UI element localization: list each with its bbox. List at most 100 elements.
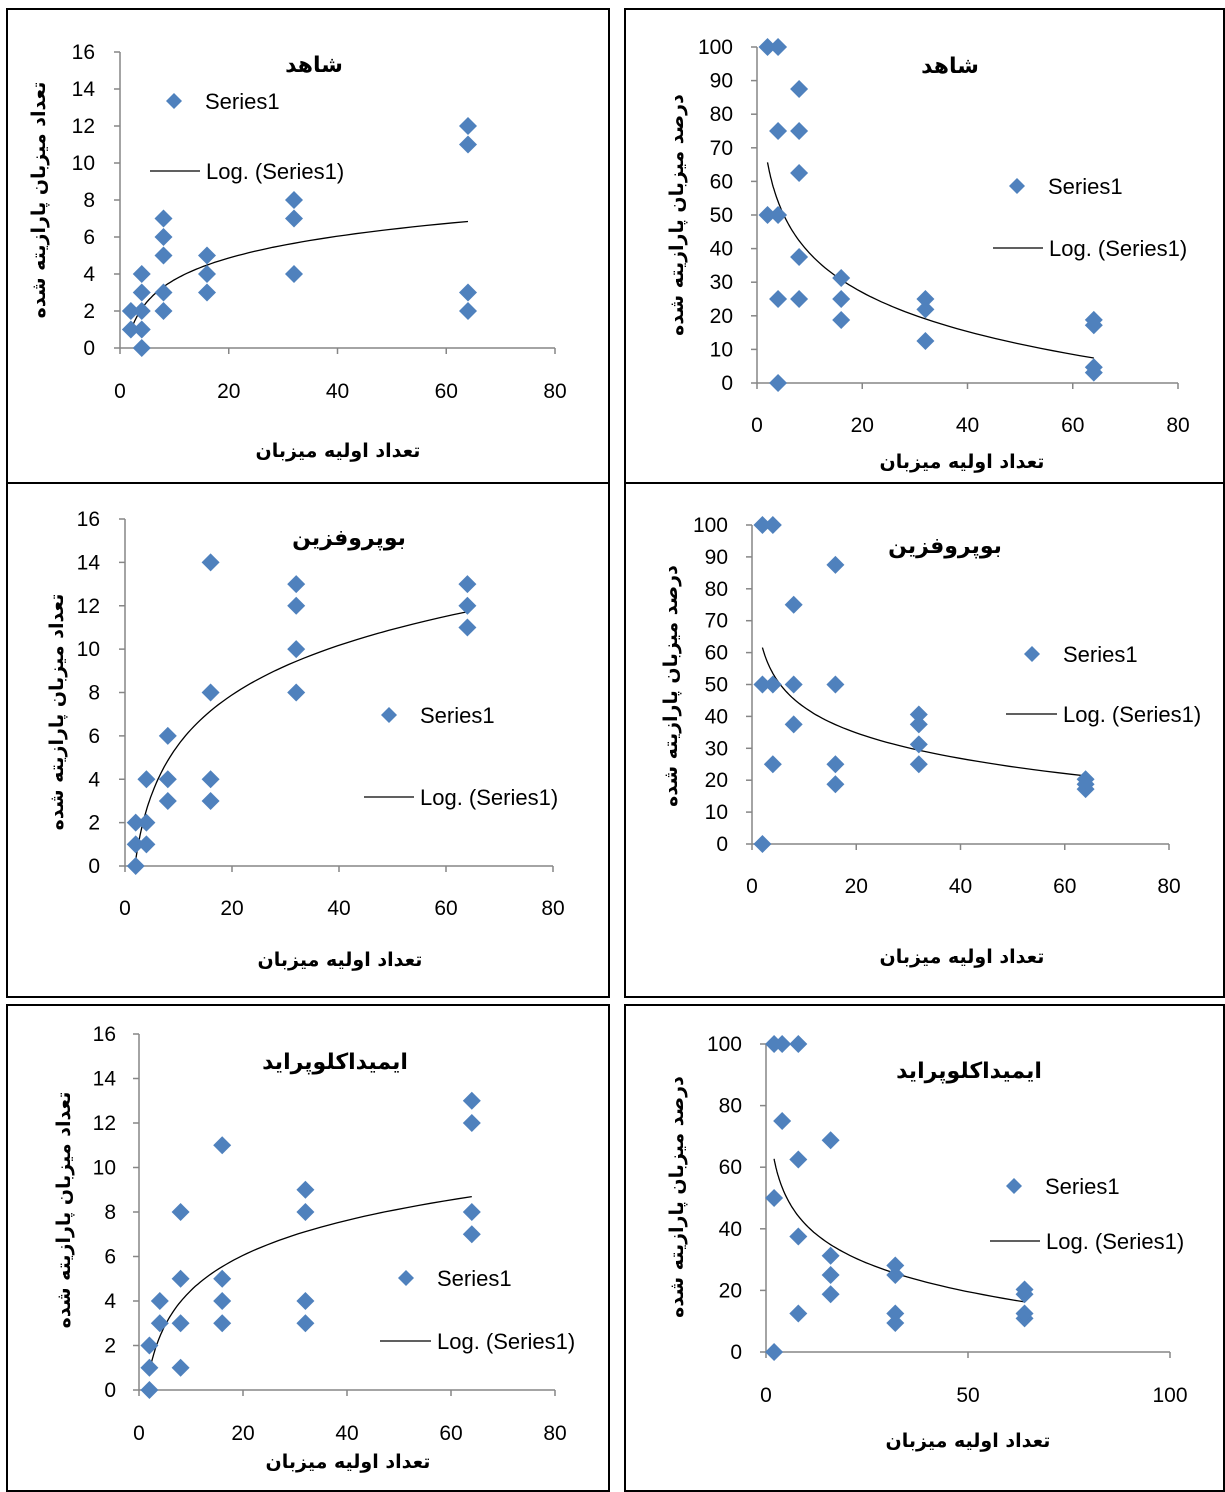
data-point [126, 835, 145, 854]
data-point [132, 265, 151, 283]
data-point [763, 516, 782, 534]
data-point [773, 1035, 792, 1053]
y-tick-label: 10 [705, 801, 728, 824]
y-tick-label: 60 [710, 170, 733, 193]
y-tick-label: 10 [72, 152, 95, 175]
chart-title: ایمیداکلوپراید [262, 1050, 408, 1075]
data-point [459, 117, 477, 135]
data-point [154, 209, 173, 228]
x-tick-label: 0 [114, 380, 126, 403]
legend-series-marker [381, 707, 397, 723]
x-tick-label: 0 [760, 1384, 772, 1407]
data-point [201, 770, 220, 789]
x-tick-label: 40 [335, 1422, 358, 1445]
y-tick-label: 40 [710, 238, 733, 261]
data-point [296, 1314, 315, 1333]
x-tick-label: 40 [956, 414, 979, 437]
x-tick-label: 60 [435, 380, 458, 403]
data-point [758, 206, 777, 224]
y-tick-label: 8 [104, 1201, 116, 1224]
data-point [132, 339, 151, 357]
legend-trendline-label: Log. (Series1) [206, 159, 344, 184]
legend-series-label: Series1 [1063, 642, 1138, 667]
x-tick-label: 60 [1061, 414, 1084, 437]
data-point [790, 80, 809, 98]
y-tick-label: 80 [719, 1095, 742, 1118]
chart-title: بوپروفزین [292, 526, 406, 551]
y-tick-label: 16 [72, 41, 95, 64]
y-tick-label: 0 [721, 372, 733, 395]
data-point [826, 755, 845, 774]
y-tick-label: 16 [93, 1023, 116, 1046]
data-point [137, 770, 156, 789]
data-point [826, 675, 845, 694]
y-axis-title: تعداد میزبان پارازیته شده [46, 594, 68, 831]
data-point [213, 1269, 232, 1288]
data-point [459, 302, 477, 320]
chart-panel-control-percent: 0 10 20 30 40 50 60 70 80 90 100 0 20 40 60 80 شاهد تعداد… [624, 8, 1225, 486]
data-point [1084, 358, 1103, 377]
legend-series-marker [166, 93, 182, 109]
data-point [462, 1114, 481, 1132]
y-tick-label: 80 [705, 578, 728, 601]
data-point [140, 1336, 159, 1355]
data-point [154, 302, 173, 320]
y-tick-label: 4 [83, 263, 95, 286]
y-tick-label: 14 [77, 551, 101, 574]
x-tick-label: 20 [231, 1422, 254, 1445]
data-point [126, 813, 145, 832]
data-point [213, 1136, 232, 1155]
legend-series-marker [1009, 178, 1025, 194]
y-tick-label: 0 [104, 1379, 116, 1402]
y-tick-label: 0 [730, 1341, 742, 1364]
data-point [909, 755, 928, 774]
data-point [790, 122, 809, 140]
data-point [769, 122, 788, 140]
y-tick-label: 10 [77, 638, 100, 661]
data-point [137, 813, 156, 832]
y-tick-label: 40 [719, 1218, 742, 1241]
chart-panel-imidacloprid-count: 0 2 4 6 8 10 12 14 16 0 20 40 60 80 ایمیداکلوپراید تعدا… [6, 1004, 610, 1492]
data-point [769, 290, 788, 308]
data-point [201, 683, 220, 702]
y-tick-label: 8 [83, 189, 95, 212]
legend-trendline-label: Log. (Series1) [1049, 236, 1187, 261]
data-point [140, 1381, 159, 1399]
chart-panel-imidacloprid-percent: 0 20 40 60 80 100 0 50 100 ایمیداکلوپراید تعداد او… [624, 1004, 1225, 1492]
chart-title: شاهد [285, 53, 343, 78]
data-point [753, 675, 772, 694]
data-point [916, 300, 935, 319]
y-tick-label: 90 [705, 546, 728, 569]
data-point [909, 715, 928, 734]
data-point [790, 248, 809, 266]
data-point [826, 775, 845, 794]
x-tick-label: 0 [746, 875, 758, 898]
data-point [158, 726, 177, 745]
y-tick-label: 100 [693, 514, 728, 537]
data-point [158, 791, 177, 810]
data-point [132, 320, 151, 339]
chart-panel-buprofezin-count: 0 2 4 6 8 10 12 14 16 0 20 40 60 80 بوپروفزین تعداد اول… [6, 482, 610, 998]
y-tick-label: 6 [88, 725, 100, 748]
y-tick-label: 0 [88, 855, 100, 878]
data-point [886, 1304, 905, 1323]
data-point [126, 857, 145, 875]
data-point [886, 1266, 905, 1284]
data-point [784, 715, 803, 734]
y-tick-label: 2 [83, 300, 95, 323]
data-point [459, 283, 477, 302]
data-point [789, 1035, 808, 1053]
data-point [201, 553, 220, 572]
scatter-chart: 0 2 4 6 8 10 12 14 16 0 20 40 60 80 بوپروفزین تعداد اول… [46, 508, 565, 971]
data-point [171, 1358, 190, 1377]
legend-trendline-label: Log. (Series1) [1063, 702, 1201, 727]
y-tick-label: 60 [719, 1156, 742, 1179]
x-tick-label: 20 [851, 414, 874, 437]
data-point [121, 320, 140, 339]
data-point [886, 1256, 905, 1275]
x-tick-label: 20 [217, 380, 240, 403]
data-point [462, 1203, 481, 1221]
x-tick-label: 20 [845, 875, 868, 898]
data-point [287, 683, 306, 702]
x-axis-title: تعداد اولیه میزبان [256, 440, 421, 462]
